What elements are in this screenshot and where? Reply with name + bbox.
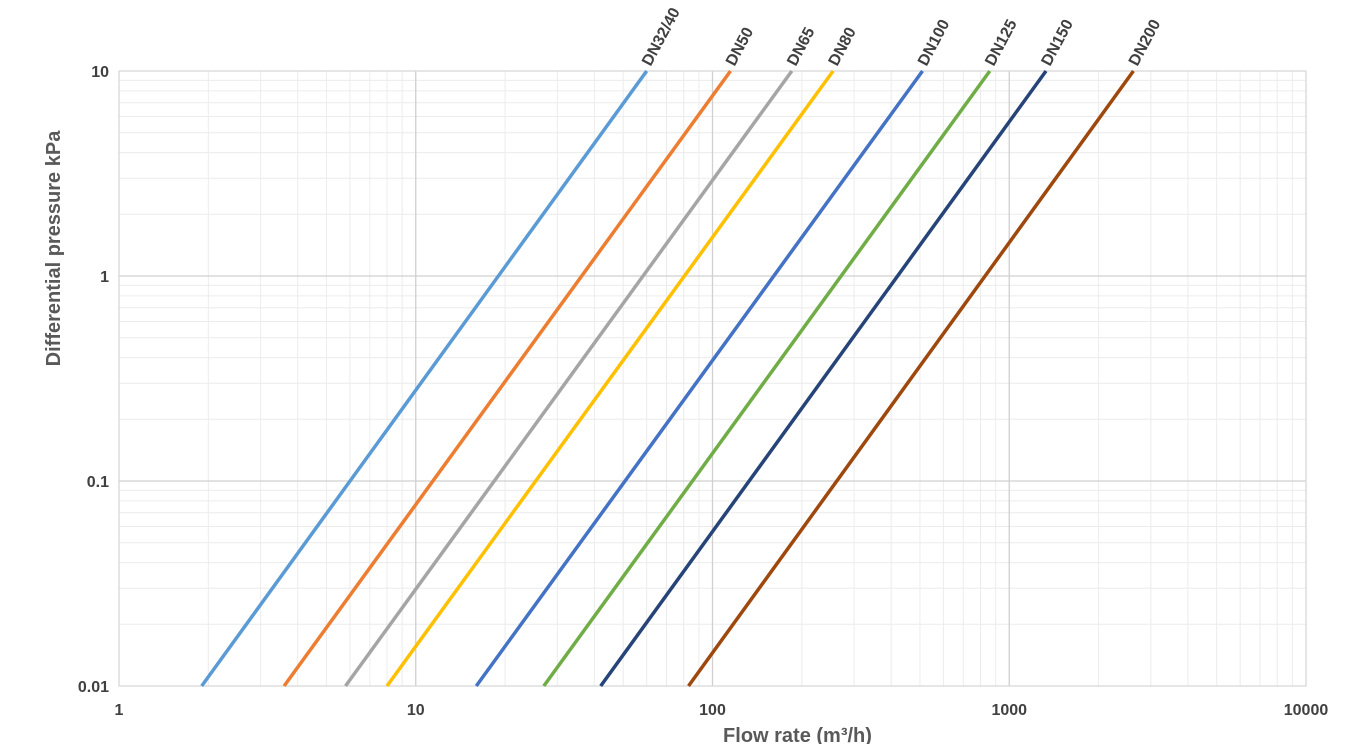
- tick-labels: 1 10 100 1000 10000 0.01 0.1 1 10: [78, 64, 1328, 719]
- series-line-dn80: [385, 69, 835, 688]
- x-tick-label: 1: [115, 702, 124, 719]
- series-line-dn50: [282, 69, 732, 688]
- series-label-dn32-40: DN32/40: [639, 5, 684, 69]
- series-line-dn32-40: [200, 69, 649, 688]
- series-line-dn65: [344, 69, 794, 688]
- series-label-dn80: DN80: [826, 25, 860, 69]
- series-label-dn125: DN125: [982, 17, 1020, 69]
- y-tick-label: 0.01: [78, 679, 109, 696]
- series-labels: DN32/40 DN50 DN65 DN80 DN100 DN125 DN150 DN200: [639, 5, 1164, 69]
- grid-layer: [118, 70, 1307, 687]
- y-tick-label: 10: [91, 64, 109, 81]
- series-label-dn50: DN50: [723, 25, 757, 69]
- y-axis-title: Differential pressure kPa: [43, 130, 65, 367]
- series-label-dn65: DN65: [784, 25, 818, 69]
- x-axis-title: Flow rate (m³/h): [723, 725, 872, 744]
- series-label-dn200: DN200: [1126, 17, 1164, 69]
- x-tick-label: 100: [699, 702, 726, 719]
- series-line-dn125: [542, 69, 992, 688]
- x-tick-label: 10: [407, 702, 425, 719]
- y-tick-label: 0.1: [87, 474, 109, 491]
- series-line-dn150: [599, 69, 1048, 688]
- series-label-dn150: DN150: [1039, 17, 1077, 69]
- series-label-dn100: DN100: [915, 17, 953, 69]
- series-layer: [200, 69, 1135, 688]
- y-tick-label: 1: [100, 269, 109, 286]
- plot-border: [118, 70, 1307, 687]
- x-tick-label: 10000: [1284, 702, 1329, 719]
- series-line-dn100: [474, 69, 924, 688]
- x-tick-label: 1000: [991, 702, 1027, 719]
- series-line-dn200: [687, 69, 1135, 688]
